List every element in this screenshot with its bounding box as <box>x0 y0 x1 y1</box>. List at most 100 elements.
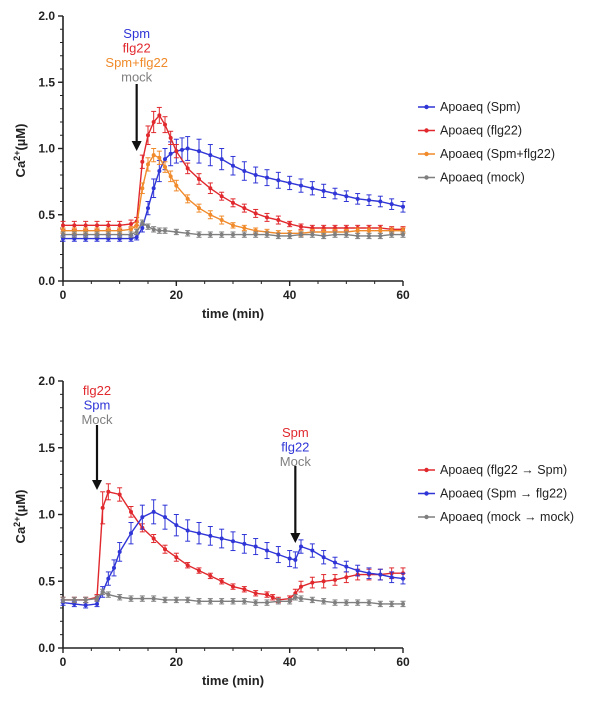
x-tick-label: 0 <box>60 655 67 669</box>
data-point <box>219 536 224 541</box>
data-point <box>117 232 122 237</box>
data-point <box>333 600 337 605</box>
annotation-label: Mock <box>81 412 113 427</box>
data-point <box>242 206 247 211</box>
data-point <box>310 548 315 553</box>
data-point <box>117 492 122 497</box>
data-point <box>231 223 235 228</box>
series-line <box>62 511 404 607</box>
data-point <box>83 232 88 237</box>
data-point <box>117 549 122 554</box>
data-point <box>185 528 190 533</box>
data-point <box>253 211 258 216</box>
data-point <box>95 601 99 606</box>
data-point <box>219 218 224 223</box>
y-tick-label: 0.5 <box>38 208 55 222</box>
data-point <box>299 232 303 237</box>
data-point <box>231 232 235 237</box>
y-axis-label-unit: (µM) <box>13 124 28 151</box>
legend-swatch-marker <box>424 467 429 473</box>
data-point <box>140 226 145 230</box>
data-point <box>310 597 315 602</box>
data-point <box>299 596 303 601</box>
x-axis-label: time (min) <box>202 673 264 688</box>
data-point <box>151 509 156 514</box>
y-axis-label: Ca2+(µM) <box>12 124 28 178</box>
data-point <box>208 573 213 578</box>
y-tick-label: 2.0 <box>38 374 55 388</box>
data-point <box>287 180 292 185</box>
data-point <box>253 544 258 549</box>
annotation-label: Spm <box>84 398 111 413</box>
data-point <box>146 133 150 138</box>
data-point <box>333 232 337 237</box>
data-point <box>174 597 179 602</box>
data-point <box>117 223 122 228</box>
data-point <box>185 563 190 568</box>
data-point <box>157 155 162 160</box>
data-point <box>163 157 167 162</box>
data-point <box>253 600 258 605</box>
data-point <box>151 227 156 232</box>
series-4 <box>60 219 406 240</box>
data-point <box>163 122 167 127</box>
data-point <box>333 560 337 565</box>
data-point <box>355 600 360 605</box>
data-point <box>163 597 167 602</box>
legend-swatch-marker <box>424 151 429 157</box>
x-tick-label: 60 <box>396 288 410 302</box>
data-point <box>219 579 224 584</box>
data-point <box>95 596 99 601</box>
data-point <box>355 196 360 201</box>
data-point <box>112 565 116 570</box>
data-point <box>140 596 145 601</box>
data-point <box>310 580 315 585</box>
data-point <box>174 229 179 234</box>
data-point <box>197 206 201 211</box>
data-point <box>287 233 292 238</box>
data-point <box>355 233 360 238</box>
legend-swatch-marker <box>424 104 429 110</box>
data-point <box>197 599 201 604</box>
data-point <box>168 135 173 140</box>
data-point <box>265 592 269 597</box>
data-point <box>151 536 156 541</box>
data-point <box>100 589 105 594</box>
data-point <box>140 220 145 225</box>
data-point <box>287 599 292 604</box>
data-point <box>253 232 258 237</box>
data-point <box>129 232 133 237</box>
data-point <box>219 194 224 199</box>
data-point <box>208 153 213 158</box>
y-axis-label-base: Ca <box>13 160 28 177</box>
data-point <box>140 186 145 191</box>
data-point <box>242 599 247 604</box>
data-point <box>151 186 156 191</box>
annotation-label: Spm <box>282 425 309 440</box>
y-tick-label: 0.5 <box>38 574 55 588</box>
x-tick-label: 0 <box>60 288 67 302</box>
y-axis-label-base: Ca <box>13 526 28 543</box>
legend-label: Apoaeq (mock) <box>440 171 525 185</box>
y-tick-label: 2.0 <box>38 9 55 23</box>
data-point <box>106 576 111 581</box>
data-point <box>231 200 235 205</box>
legend-label: Apoaeq (flg22 → Spm) <box>440 463 567 477</box>
data-point <box>276 218 281 223</box>
data-point <box>157 169 162 174</box>
x-tick-label: 20 <box>170 288 184 302</box>
data-point <box>185 231 190 236</box>
data-point <box>231 539 235 544</box>
data-point <box>95 232 99 237</box>
data-point <box>157 113 162 118</box>
data-point <box>174 523 179 528</box>
data-point <box>129 227 133 232</box>
data-point <box>321 599 326 604</box>
y-axis-label-sup: 2+ <box>12 151 22 161</box>
data-point <box>367 571 371 576</box>
data-point <box>265 215 269 220</box>
data-point <box>276 552 281 557</box>
data-point <box>197 232 201 237</box>
data-point <box>321 188 326 193</box>
annotation-label: Spm <box>123 26 150 41</box>
